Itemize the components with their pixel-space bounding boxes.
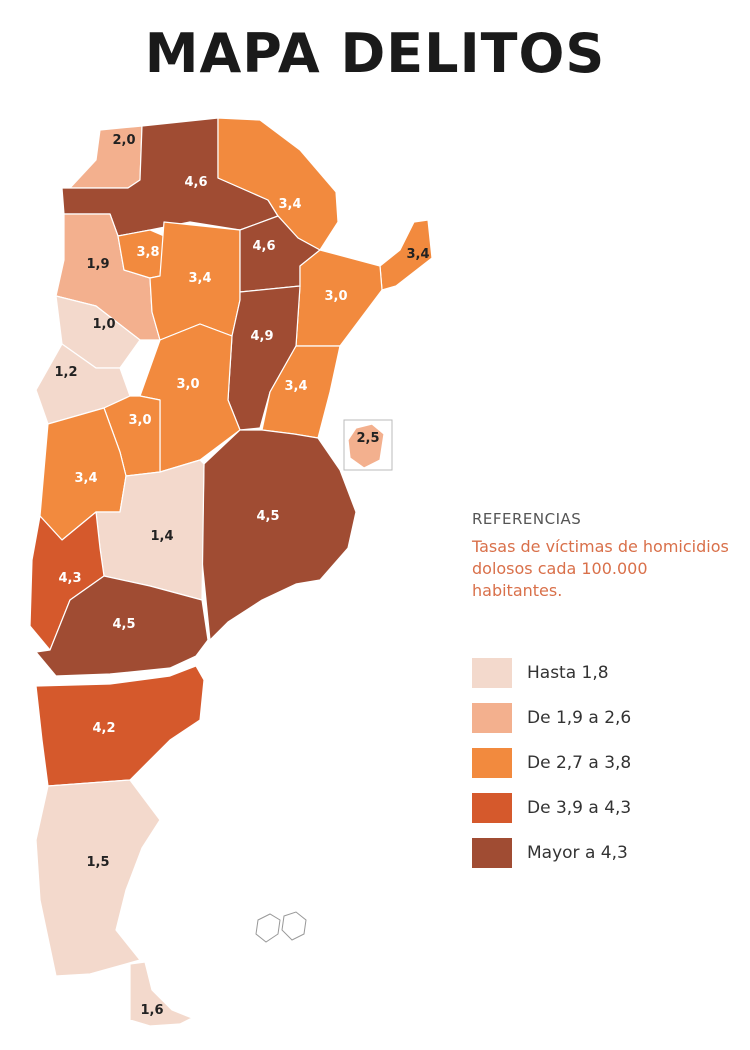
rate-label: 4,2 — [92, 721, 115, 736]
legend-label: Mayor a 4,3 — [527, 843, 628, 863]
legend-description: Tasas de víctimas de homicidios dolosos … — [472, 537, 729, 600]
legend: REFERENCIAS Tasas de víctimas de homicid… — [472, 510, 742, 868]
rate-label: 3,4 — [278, 197, 301, 212]
inset-frame — [343, 419, 393, 471]
rate-label: 4,6 — [184, 175, 207, 190]
rate-label: 1,0 — [92, 317, 115, 332]
rate-label: 1,2 — [54, 365, 77, 380]
malvinas-islands — [255, 911, 307, 943]
rate-label: 3,0 — [176, 377, 199, 392]
rate-label: 4,5 — [112, 617, 135, 632]
rate-label: 1,6 — [140, 1003, 163, 1018]
rate-label: 3,4 — [284, 379, 307, 394]
rate-label: 4,9 — [250, 329, 273, 344]
legend-swatch — [472, 838, 512, 868]
rate-label: 1,4 — [150, 529, 173, 544]
province-caba — [347, 423, 385, 469]
legend-label: De 3,9 a 4,3 — [527, 798, 632, 818]
province-chubut — [35, 665, 205, 787]
rate-label: 1,9 — [86, 257, 109, 272]
province-misiones — [379, 219, 433, 291]
province-santa-cruz — [35, 779, 161, 977]
rate-label: 3,4 — [188, 271, 211, 286]
province-rio-negro — [35, 575, 209, 677]
province-santa-fe — [227, 285, 301, 431]
legend-label: Hasta 1,8 — [527, 663, 609, 683]
rate-label: 3,8 — [136, 245, 159, 260]
legend-swatch — [472, 748, 512, 778]
rate-label: 2,5 — [356, 431, 379, 446]
map-title: MAPA DELITOS — [144, 22, 606, 85]
rate-label: 4,5 — [256, 509, 279, 524]
legend-heading: REFERENCIAS — [472, 510, 582, 528]
rate-label: 3,0 — [324, 289, 347, 304]
rate-label: 4,6 — [252, 239, 275, 254]
rate-label: 1,5 — [86, 855, 109, 870]
legend-swatch — [472, 793, 512, 823]
provinces-layer — [29, 117, 433, 1027]
rate-label: 4,3 — [58, 571, 81, 586]
rate-label: 3,4 — [406, 247, 429, 262]
rate-labels-layer: 2,0 4,6 3,4 1,9 3,8 3,4 4,6 3,4 3,0 1,0 4,9 1,2 3,0 3… — [54, 133, 429, 1018]
rate-label: 3,4 — [74, 471, 97, 486]
legend-swatch — [472, 703, 512, 733]
province-tierra-del-fuego — [129, 961, 193, 1027]
rate-label: 2,0 — [112, 133, 135, 148]
legend-label: De 1,9 a 2,6 — [527, 708, 632, 728]
rate-label: 3,0 — [128, 413, 151, 428]
legend-swatch — [472, 658, 512, 688]
legend-label: De 2,7 a 3,8 — [527, 753, 632, 773]
province-buenos-aires — [201, 429, 357, 641]
